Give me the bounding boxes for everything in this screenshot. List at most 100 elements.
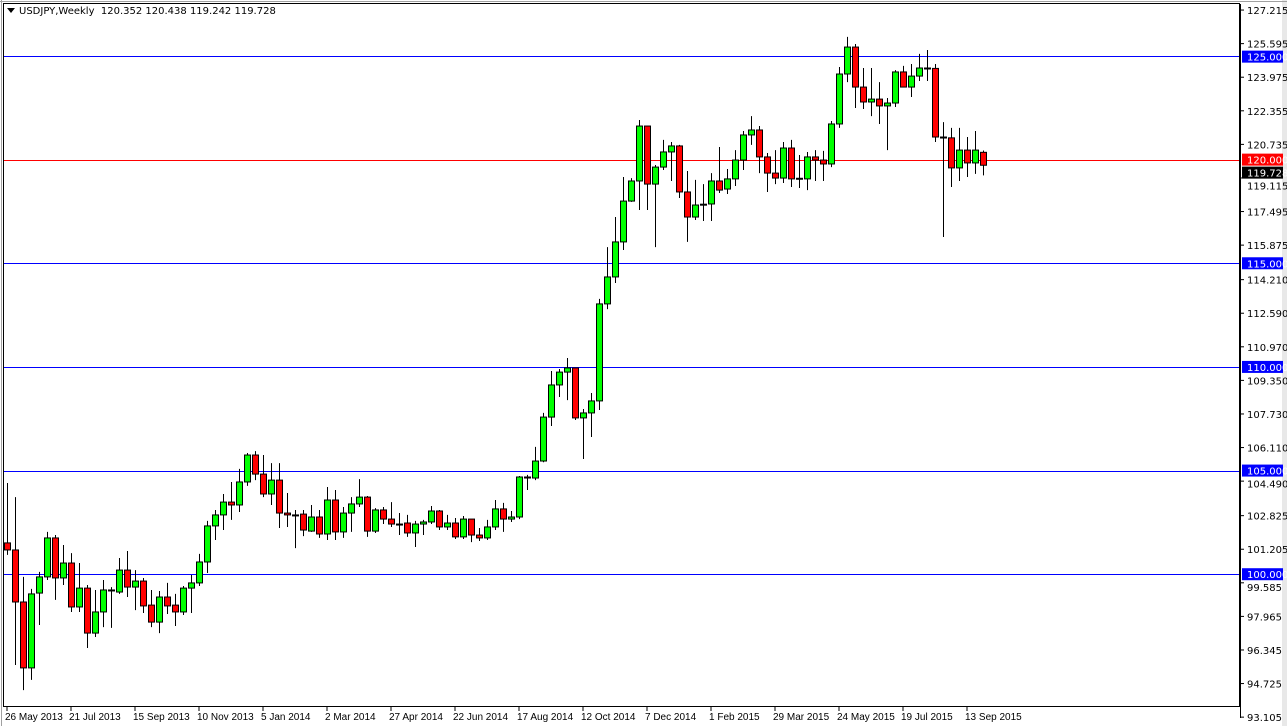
- bull-candle-body: [180, 587, 187, 613]
- time-tick-label: 7 Dec 2014: [645, 712, 697, 723]
- bull-candle-body: [420, 521, 427, 525]
- candle: [140, 577, 147, 613]
- candle: [692, 179, 699, 220]
- bear-candle-body: [84, 587, 91, 634]
- dropdown-triangle-icon[interactable]: [7, 8, 15, 13]
- bull-candle-body: [532, 460, 539, 479]
- candle: [164, 582, 171, 615]
- candle: [292, 509, 299, 549]
- candle: [60, 544, 67, 585]
- candle: [84, 584, 91, 649]
- candle: [604, 247, 611, 310]
- candle: [636, 120, 643, 210]
- price-tick-label: 102.825: [1247, 512, 1287, 523]
- candle: [228, 481, 235, 520]
- candle: [588, 393, 595, 437]
- candle: [220, 493, 227, 531]
- candle: [404, 514, 411, 537]
- candle: [644, 125, 651, 210]
- level-price-label: 115.000: [1247, 259, 1287, 270]
- bear-candle-body: [108, 589, 115, 592]
- candle: [444, 514, 451, 531]
- bull-candle-body: [892, 71, 899, 104]
- bull-candle-body: [356, 496, 363, 505]
- bull-candle-body: [972, 149, 979, 164]
- bear-candle-body: [388, 518, 395, 525]
- candle: [244, 452, 251, 486]
- bull-candle-body: [44, 537, 51, 578]
- level-price-label: 105.000: [1247, 467, 1287, 478]
- time-tick-label: 5 Jan 2014: [261, 712, 311, 723]
- candle: [924, 49, 931, 82]
- candle: [676, 144, 683, 198]
- candle: [540, 412, 547, 463]
- candle: [908, 64, 915, 98]
- bull-candle-body: [196, 561, 203, 584]
- candle: [844, 36, 851, 83]
- bull-candle-body: [324, 499, 331, 535]
- bull-candle-body: [564, 367, 571, 373]
- bull-candle-body: [236, 481, 243, 506]
- bull-candle-body: [204, 525, 211, 563]
- bear-candle-body: [820, 159, 827, 165]
- bull-candle-body: [116, 569, 123, 593]
- bear-candle-body: [260, 473, 267, 495]
- bull-candle-body: [348, 503, 355, 514]
- candle: [452, 518, 459, 539]
- candle: [308, 504, 315, 532]
- candle: [548, 371, 555, 426]
- time-tick-label: 26 May 2013: [5, 712, 63, 723]
- candle: [620, 177, 627, 250]
- bull-candle-body: [660, 151, 667, 168]
- candle: [572, 367, 579, 420]
- bull-candle-body: [836, 73, 843, 125]
- bull-candle-body: [516, 476, 523, 518]
- time-tick-label: 12 Oct 2014: [581, 712, 636, 723]
- level-price-label: 120.000: [1247, 156, 1287, 167]
- bear-candle-body: [772, 172, 779, 179]
- bear-candle-body: [164, 596, 171, 607]
- bear-candle-body: [52, 537, 59, 579]
- bull-candle-body: [804, 156, 811, 180]
- bear-candle-body: [876, 98, 883, 107]
- price-tick-label: 125.595: [1247, 40, 1287, 51]
- bear-candle-body: [228, 501, 235, 506]
- bull-candle-body: [540, 416, 547, 462]
- bear-candle-body: [20, 601, 27, 669]
- candle: [236, 468, 243, 513]
- bull-candle-body: [292, 514, 299, 517]
- bull-candle-body: [956, 149, 963, 169]
- bear-candle-body: [476, 534, 483, 539]
- candle: [324, 486, 331, 541]
- bear-candle-body: [812, 156, 819, 161]
- candle: [52, 535, 59, 600]
- candle: [68, 553, 75, 612]
- bull-candle-body: [796, 177, 803, 180]
- bear-candle-body: [676, 145, 683, 193]
- candle: [212, 509, 219, 541]
- bull-candle-body: [580, 412, 587, 419]
- candles: [4, 36, 987, 691]
- bull-candle-body: [612, 241, 619, 278]
- bull-candle-body: [76, 587, 83, 608]
- time-tick-label: 27 Apr 2014: [389, 712, 443, 723]
- candle: [748, 116, 755, 145]
- bull-candle-body: [724, 178, 731, 190]
- price-tick-label: 114.210: [1247, 276, 1287, 287]
- bear-candle-body: [900, 71, 907, 88]
- candle: [788, 139, 795, 187]
- bear-candle-body: [124, 569, 131, 588]
- bear-candle-body: [300, 513, 307, 531]
- bear-candle-body: [572, 367, 579, 419]
- candle: [796, 155, 803, 189]
- candle: [932, 64, 939, 142]
- bear-candle-body: [172, 604, 179, 613]
- bear-candle-body: [4, 542, 11, 551]
- candle: [316, 509, 323, 538]
- candle: [852, 43, 859, 109]
- plot-frame: [3, 3, 1240, 707]
- candle: [196, 553, 203, 587]
- time-tick-label: 24 May 2015: [837, 712, 895, 723]
